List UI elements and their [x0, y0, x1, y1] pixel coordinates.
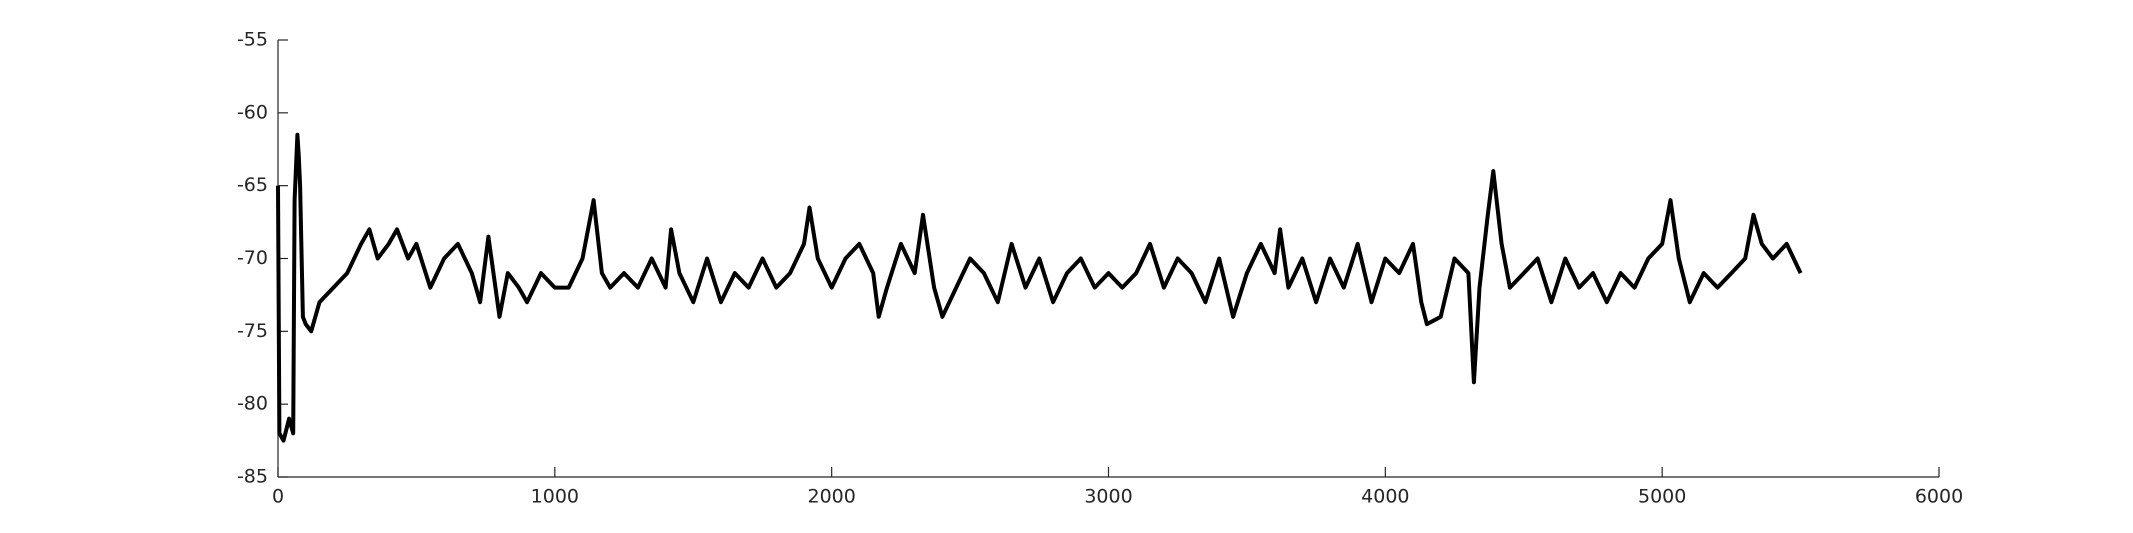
- x-tick-label: 3000: [1084, 486, 1132, 508]
- x-tick-label: 0: [272, 486, 284, 508]
- y-tick-label: -60: [237, 101, 268, 123]
- x-tick-label: 5000: [1638, 486, 1686, 508]
- data-line: [276, 132, 1803, 443]
- x-tick-label: 4000: [1361, 486, 1409, 508]
- x-tick-label: 6000: [1915, 486, 1963, 508]
- y-tick-label: -75: [237, 320, 268, 342]
- y-tick-label: -70: [237, 247, 268, 269]
- y-tick-label: -65: [237, 174, 268, 196]
- y-tick-label: -80: [237, 393, 268, 415]
- x-tick-label: 1000: [531, 486, 579, 508]
- y-tick-label: -85: [237, 466, 268, 488]
- x-tick-label: 2000: [807, 486, 855, 508]
- y-tick-label: -55: [237, 29, 268, 51]
